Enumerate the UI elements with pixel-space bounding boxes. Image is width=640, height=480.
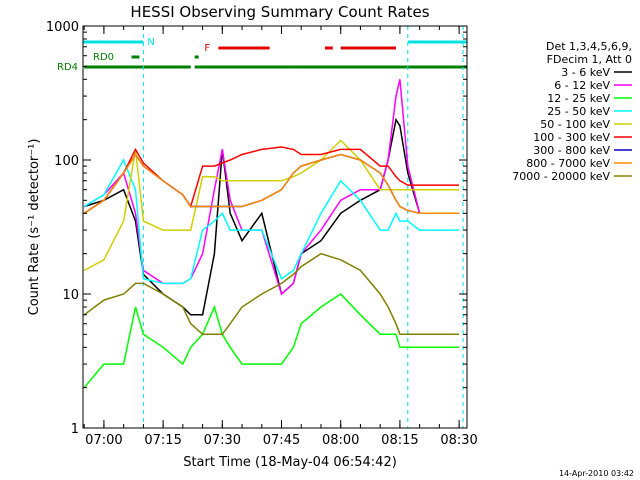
legend-label: 800 - 7000 keV [526,157,610,170]
legend-label: 300 - 800 keV [533,144,610,157]
flag-label-f: F [204,43,210,54]
flag-label-rd0: RD0 [93,52,114,63]
legend-header: Det 1,3,4,5,6,9, [546,40,632,53]
legend: Det 1,3,4,5,6,9,FDecim 1, Att 03 - 6 keV… [512,40,632,183]
footer-date: 14-Apr-2010 03:42 [559,469,634,478]
x-tick-label: 08:00 [322,433,359,448]
y-tick-label: 10 [62,288,79,303]
series-line-4 [83,139,460,272]
legend-label: 6 - 12 keV [554,79,610,92]
series-line-8 [83,252,460,336]
legend-label: 25 - 50 keV [547,105,610,118]
x-tick-label: 07:45 [263,433,300,448]
series-line-7 [83,153,460,215]
legend-label: 50 - 100 keV [540,118,610,131]
flag-label-rd4: RD4 [57,62,78,73]
y-axis-label: Count Rate (s⁻¹ detector⁻¹) [27,139,42,316]
series-line-5 [83,146,460,214]
x-tick-label: 08:15 [381,433,418,448]
plot-frame [82,25,468,429]
y-axis-ticks: 1 10 100 1000 [46,20,467,437]
y-tick-label: 1 [71,422,79,437]
legend-label: 12 - 25 keV [547,92,610,105]
series-lines [83,79,460,389]
x-axis-ticks: 07:00 07:15 07:30 07:45 08:00 08:15 08:30 [83,26,478,448]
flag-label-n: N [147,37,154,48]
series-line-1 [83,79,460,296]
chart-title: HESSI Observing Summary Count Rates [130,3,429,21]
x-tick-label: 07:30 [204,433,241,448]
x-axis-label: Start Time (18-May-04 06:54:42) [183,455,397,470]
series-line-2 [83,293,460,389]
legend-label: 3 - 6 keV [561,66,610,79]
x-tick-label: 08:30 [440,433,477,448]
legend-label: 7000 - 20000 keV [512,170,610,183]
x-tick-label: 07:00 [85,433,122,448]
y-tick-label: 1000 [46,20,79,35]
flag-bars: N F RD0 RD4 [57,37,467,73]
legend-label: 100 - 300 keV [533,131,610,144]
x-tick-label: 07:15 [144,433,181,448]
legend-header: FDecim 1, Att 0 [547,53,632,66]
series-line-3 [83,158,460,285]
y-tick-label: 100 [54,154,79,169]
